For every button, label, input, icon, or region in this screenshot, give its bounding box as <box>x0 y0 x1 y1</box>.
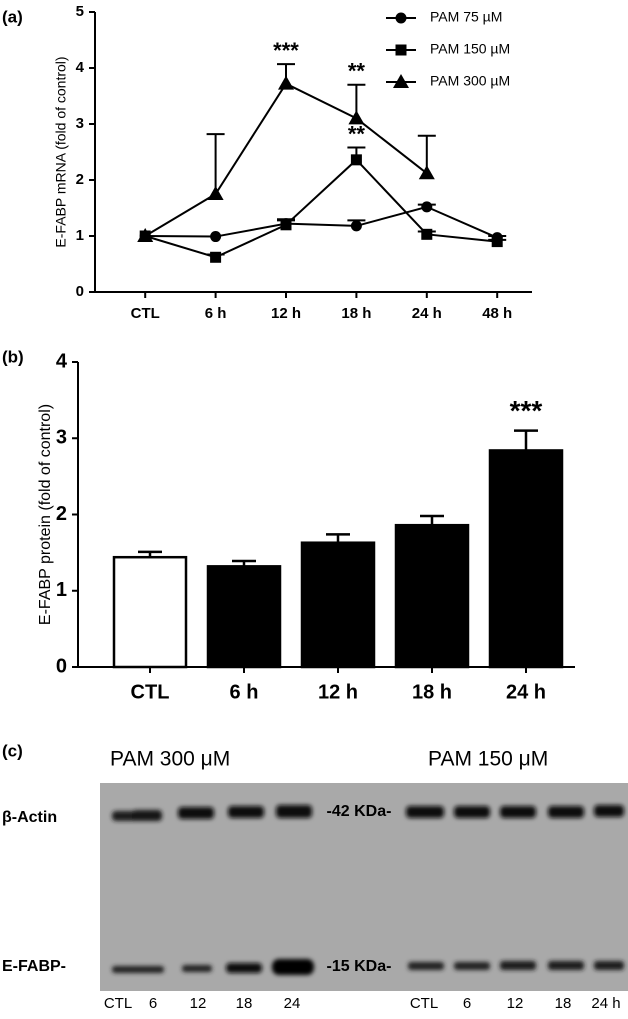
band <box>594 805 624 817</box>
band <box>500 961 536 970</box>
band <box>500 806 536 818</box>
lane-label: 24 <box>284 995 301 1012</box>
y-tick-label: 2 <box>56 503 67 525</box>
lane-label: 12 <box>190 995 207 1012</box>
legend-marker <box>395 44 407 56</box>
blot-group-title: PAM 150 μM <box>428 748 548 771</box>
significance: ** <box>348 121 366 146</box>
band <box>548 806 584 818</box>
blot-bands <box>112 805 624 975</box>
legend-label: PAM 75 µM <box>430 9 502 25</box>
x-tick-label: 6 h <box>205 305 227 322</box>
error-bar <box>420 514 444 526</box>
point <box>421 228 433 240</box>
x-tick-label: CTL <box>131 305 160 322</box>
x-tick-label: 18 h <box>412 681 452 703</box>
significance: *** <box>510 395 543 426</box>
bar <box>206 565 282 669</box>
band <box>406 806 444 818</box>
point <box>348 110 365 125</box>
point <box>418 165 435 180</box>
significance: ** <box>348 59 366 84</box>
y-tick-label: 1 <box>76 227 84 244</box>
band <box>132 810 162 821</box>
error-bar <box>206 133 225 194</box>
lane-label: CTL <box>410 995 438 1012</box>
point <box>350 154 362 166</box>
bar <box>394 523 470 669</box>
y-tick-label: 4 <box>76 59 85 76</box>
bar <box>112 555 188 669</box>
significance: *** <box>273 38 299 63</box>
point <box>278 75 294 90</box>
band <box>228 806 264 818</box>
series-line <box>145 205 498 239</box>
x-tick-label: 12 h <box>271 305 301 322</box>
x-tick-label: 6 h <box>230 681 259 703</box>
y-tick-label: 3 <box>56 427 67 449</box>
band <box>226 963 262 973</box>
blot-size-label: -15 KDa- <box>327 958 392 975</box>
y-axis-label: E-FABP mRNA (fold of control) <box>53 56 69 247</box>
legend-label: PAM 150 µM <box>430 41 510 57</box>
series-line <box>144 158 498 259</box>
y-tick-label: 0 <box>76 283 84 300</box>
band <box>548 961 584 970</box>
panel-label: (a) <box>2 7 23 26</box>
point <box>350 220 362 232</box>
x-tick-label: CTL <box>131 681 170 703</box>
y-tick-label: 3 <box>76 115 84 132</box>
y-tick-label: 2 <box>76 171 84 188</box>
y-tick-label: 4 <box>56 350 68 372</box>
x-tick-label: 24 h <box>412 305 442 322</box>
error-bar <box>326 533 350 543</box>
lane-label: 24 h <box>591 995 620 1012</box>
point <box>421 201 433 213</box>
point <box>280 219 292 231</box>
band <box>454 962 490 970</box>
x-tick-label: 24 h <box>506 681 546 703</box>
point <box>137 228 154 242</box>
lane-label: 18 <box>555 995 572 1012</box>
point <box>491 236 503 248</box>
band <box>594 961 624 970</box>
point <box>207 186 224 200</box>
panel-label: (b) <box>2 347 24 366</box>
x-tick-label: 18 h <box>341 305 371 322</box>
legend-marker <box>395 12 407 24</box>
point <box>210 251 222 263</box>
panel-label: (c) <box>2 741 23 760</box>
y-axis-label: E-FABP protein (fold of control) <box>37 404 54 625</box>
y-tick-label: 0 <box>56 655 67 677</box>
band <box>272 959 314 975</box>
y-tick-label: 5 <box>76 3 84 20</box>
lane-label: 6 <box>149 995 157 1012</box>
error-bar <box>514 429 538 451</box>
lane-label: 12 <box>507 995 524 1012</box>
blot-row-label: E-FABP- <box>2 958 66 975</box>
legend-marker <box>393 74 409 88</box>
blot-row-label: β-Actin <box>2 809 57 826</box>
band <box>182 965 212 972</box>
band <box>136 966 164 973</box>
lane-label: CTL <box>104 995 132 1012</box>
lane-label: 18 <box>236 995 253 1012</box>
band <box>276 805 312 818</box>
blot-group-title: PAM 300 μM <box>110 748 230 771</box>
series-line <box>144 82 428 237</box>
blot-size-label: -42 KDa- <box>327 803 392 820</box>
y-tick-label: 1 <box>56 579 67 601</box>
band <box>178 807 214 819</box>
band <box>454 806 490 818</box>
bar <box>488 449 564 669</box>
band <box>408 962 444 970</box>
x-tick-label: 12 h <box>318 681 358 703</box>
x-tick-label: 48 h <box>482 305 512 322</box>
lane-label: 6 <box>463 995 471 1012</box>
bar <box>300 541 376 669</box>
point <box>210 231 222 243</box>
legend-label: PAM 300 µM <box>430 73 510 89</box>
